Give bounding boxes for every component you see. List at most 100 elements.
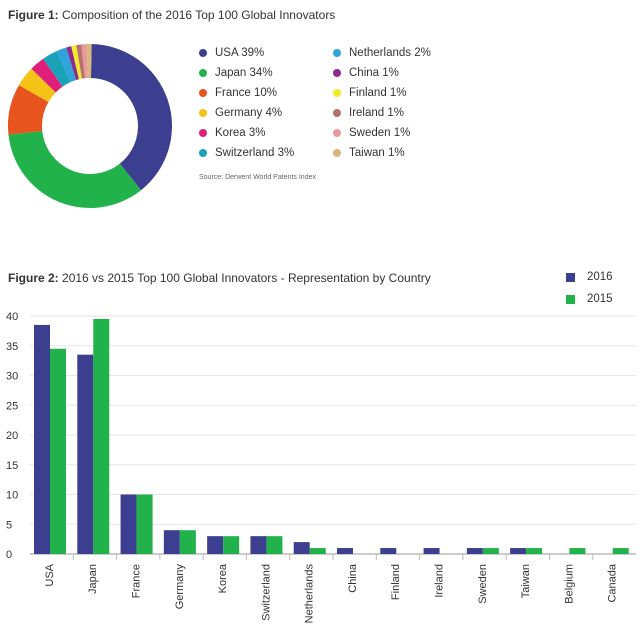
y-tick-label: 20 xyxy=(6,430,18,442)
figure-2-title-prefix: Figure 2: xyxy=(8,271,59,285)
x-tick-label: China xyxy=(347,563,359,593)
x-tick-label: France xyxy=(130,564,142,598)
bar-2015-canada xyxy=(612,548,629,554)
bar-2015-belgium xyxy=(569,548,586,554)
legend-item-japan: Japan 34% xyxy=(199,63,294,83)
legend-item-finland: Finland 1% xyxy=(333,83,431,103)
legend-item-switzerland: Switzerland 3% xyxy=(199,143,294,163)
legend-dot xyxy=(199,129,207,137)
donut-slice-switzerland xyxy=(43,51,71,87)
legend-label: 2015 xyxy=(587,293,613,305)
figure-1-title-prefix: Figure 1: xyxy=(8,8,59,22)
legend-swatch xyxy=(566,272,575,282)
legend-label: Germany 4% xyxy=(215,107,283,119)
legend-dot xyxy=(199,149,207,157)
figure-1-title-text: Composition of the 2016 Top 100 Global I… xyxy=(62,8,336,22)
legend-dot xyxy=(333,149,341,157)
figure-2-title: Figure 2: 2016 vs 2015 Top 100 Global In… xyxy=(8,271,431,285)
legend-label: Netherlands 2% xyxy=(349,47,431,59)
legend-dot xyxy=(333,109,341,117)
donut-slice-japan xyxy=(8,131,141,208)
figure-1-title: Figure 1: Composition of the 2016 Top 10… xyxy=(8,8,335,22)
y-tick-label: 25 xyxy=(6,400,18,412)
bar-2015-germany xyxy=(179,530,196,554)
x-tick-label: Sweden xyxy=(477,564,489,604)
bar-legend-item-2016: 2016 xyxy=(566,266,613,288)
legend-dot xyxy=(333,89,341,97)
y-tick-label: 0 xyxy=(6,549,12,561)
bar-legend-item-2015: 2015 xyxy=(566,288,613,310)
legend-item-sweden: Sweden 1% xyxy=(333,123,431,143)
bar-2016-germany xyxy=(163,530,180,554)
x-tick-label: Ireland xyxy=(433,564,445,598)
donut-slice-taiwan xyxy=(86,44,92,79)
legend-label: Taiwan 1% xyxy=(349,147,405,159)
legend-dot xyxy=(333,69,341,77)
bar-2016-china xyxy=(337,548,353,554)
legend-dot xyxy=(199,89,207,97)
bar-2016-korea xyxy=(207,536,224,554)
bar-2016-sweden xyxy=(466,548,483,554)
bar-2015-korea xyxy=(223,536,240,554)
legend-label: USA 39% xyxy=(215,47,265,59)
donut-slice-netherlands xyxy=(56,47,77,83)
legend-item-france: France 10% xyxy=(199,83,294,103)
x-tick-label: Belgium xyxy=(563,564,575,604)
legend-label: Ireland 1% xyxy=(349,107,404,119)
legend-label: Finland 1% xyxy=(349,87,407,99)
bar-2015-switzerland xyxy=(266,536,283,554)
legend-item-taiwan: Taiwan 1% xyxy=(333,143,431,163)
x-tick-label: Netherlands xyxy=(304,564,316,624)
legend-item-germany: Germany 4% xyxy=(199,103,294,123)
legend-label: France 10% xyxy=(215,87,278,99)
x-tick-label: Germany xyxy=(174,564,186,610)
bar-2015-netherlands xyxy=(309,548,326,554)
donut-slice-finland xyxy=(71,45,82,80)
bar-2016-netherlands xyxy=(293,542,310,554)
y-tick-label: 5 xyxy=(6,519,12,531)
bar-2015-france xyxy=(136,494,153,554)
legend-label: Sweden 1% xyxy=(349,127,411,139)
legend-label: Japan 34% xyxy=(215,67,273,79)
x-tick-label: Korea xyxy=(217,563,229,593)
legend-dot xyxy=(199,109,207,117)
bar-2016-ireland xyxy=(423,548,440,554)
y-tick-label: 35 xyxy=(6,341,18,353)
bar-2015-sweden xyxy=(482,548,499,554)
bar-2015-japan xyxy=(93,318,110,554)
legend-label: Korea 3% xyxy=(215,127,266,139)
y-tick-label: 40 xyxy=(6,311,18,323)
y-tick-label: 15 xyxy=(6,460,18,472)
bar-2016-usa xyxy=(34,324,50,554)
donut-slice-france xyxy=(8,85,49,135)
donut-legend-column-1: USA 39% Japan 34% France 10% Germany 4% Kore… xyxy=(199,43,294,163)
legend-item-usa: USA 39% xyxy=(199,43,294,63)
legend-dot xyxy=(199,69,207,77)
x-tick-label: Switzerland xyxy=(260,564,272,621)
x-tick-label: Japan xyxy=(87,564,99,594)
bar-2015-usa xyxy=(50,348,66,554)
legend-dot xyxy=(333,129,341,137)
donut-slice-usa xyxy=(90,44,172,191)
y-tick-label: 30 xyxy=(6,371,18,383)
donut-slice-ireland xyxy=(76,44,85,79)
bar-2016-switzerland xyxy=(250,536,267,554)
x-tick-label: USA xyxy=(44,563,56,586)
donut-chart xyxy=(8,44,172,208)
legend-item-ireland: Ireland 1% xyxy=(333,103,431,123)
donut-slice-sweden xyxy=(81,44,88,79)
legend-dot xyxy=(333,49,341,57)
legend-label: Switzerland 3% xyxy=(215,147,295,159)
legend-item-netherlands: Netherlands 2% xyxy=(333,43,431,63)
bar-2016-taiwan xyxy=(510,548,527,554)
legend-item-korea: Korea 3% xyxy=(199,123,294,143)
bar-2016-japan xyxy=(77,354,94,554)
x-tick-label: Finland xyxy=(390,564,402,600)
y-tick-label: 10 xyxy=(6,490,18,502)
legend-dot xyxy=(199,49,207,57)
donut-slice-korea xyxy=(31,58,63,93)
bar-chart: 0 5 10 15 20 25 30 35 40 USA Japan France Germany Kor… xyxy=(6,311,636,624)
source-note: Source: Derwent World Patents Index xyxy=(199,174,316,181)
legend-item-china: China 1% xyxy=(333,63,431,83)
x-tick-label: Canada xyxy=(607,563,619,602)
